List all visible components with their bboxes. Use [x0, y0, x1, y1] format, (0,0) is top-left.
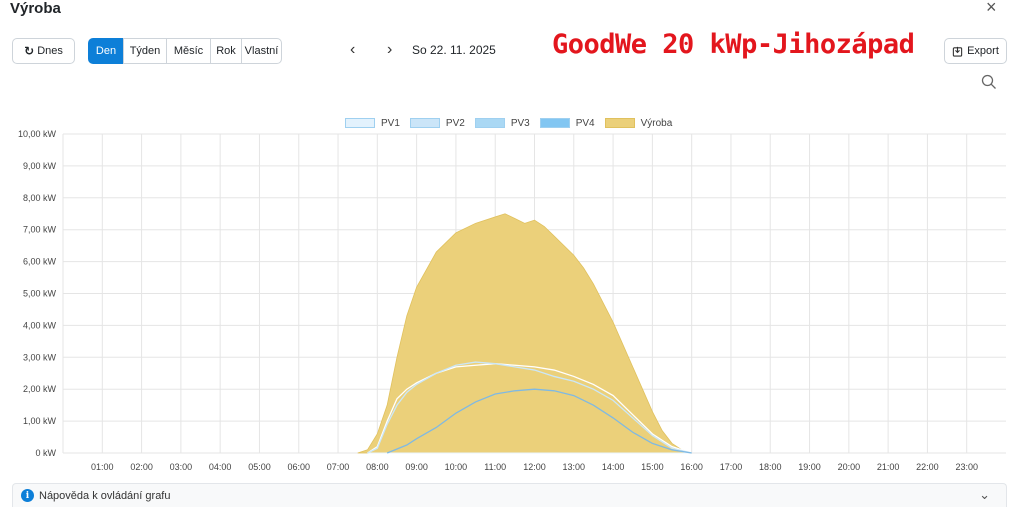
y-tick-label: 10,00 kW: [18, 129, 57, 139]
prev-day-icon[interactable]: ‹: [350, 41, 356, 58]
production-chart: 0 kW 1,00 kW 2,00 kW 3,00 kW 4,00 kW 5,00 kW 6…: [18, 129, 1006, 472]
y-tick-label: 2,00 kW: [23, 384, 57, 394]
x-tick-label: 14:00: [602, 462, 625, 472]
legend-item[interactable]: PV2: [409, 116, 465, 130]
x-tick-label: 16:00: [680, 462, 703, 472]
legend-item[interactable]: PV3: [474, 116, 530, 130]
series-pv4-line: [386, 388, 692, 454]
x-tick-label: 13:00: [563, 462, 586, 472]
x-tick-label: 10:00: [445, 462, 468, 472]
legend-swatch: [539, 118, 570, 128]
period-rok[interactable]: Rok: [210, 38, 242, 64]
next-day-icon[interactable]: ›: [387, 41, 393, 58]
x-tick-label: 04:00: [209, 462, 232, 472]
period-měsíc[interactable]: Měsíc: [166, 38, 211, 64]
search-icon[interactable]: [981, 74, 997, 90]
today-button[interactable]: ↻ Dnes: [12, 38, 75, 64]
y-tick-label: 4,00 kW: [23, 320, 57, 330]
help-label: Nápověda k ovládání grafu: [39, 489, 171, 502]
export-button[interactable]: Export: [944, 38, 1007, 64]
x-tick-label: 19:00: [798, 462, 821, 472]
x-tick-label: 09:00: [405, 462, 428, 472]
x-tick-label: 18:00: [759, 462, 782, 472]
legend-label: PV3: [510, 117, 530, 129]
y-tick-label: 7,00 kW: [23, 225, 57, 235]
period-týden[interactable]: Týden: [123, 38, 167, 64]
x-tick-label: 06:00: [287, 462, 310, 472]
y-tick-label: 0 kW: [35, 448, 56, 458]
info-icon: i: [21, 489, 34, 502]
overlay-title: GoodWe 20 kWp-Jihozápad: [552, 29, 915, 60]
export-label: Export: [967, 45, 999, 57]
legend-label: PV4: [575, 117, 595, 129]
series-vyroba-area: [357, 213, 692, 454]
series-pv2-line: [367, 363, 692, 454]
chevron-down-icon: ⌄: [979, 487, 990, 502]
legend-swatch: [604, 118, 635, 128]
legend-item[interactable]: PV1: [345, 116, 400, 130]
legend-label: PV1: [381, 117, 400, 129]
legend-item[interactable]: PV4: [539, 116, 595, 130]
period-vlastní[interactable]: Vlastní: [241, 38, 282, 64]
x-tick-label: 01:00: [91, 462, 114, 472]
period-den[interactable]: Den: [88, 38, 124, 64]
x-tick-label: 21:00: [877, 462, 900, 472]
x-tick-label: 11:00: [484, 462, 506, 472]
refresh-icon: ↻: [24, 44, 35, 58]
y-tick-label: 1,00 kW: [23, 416, 57, 426]
x-tick-label: 23:00: [955, 462, 978, 472]
legend-label: PV2: [445, 117, 465, 129]
page-title: Výroba: [10, 0, 61, 17]
y-tick-label: 5,00 kW: [23, 289, 57, 299]
x-tick-label: 15:00: [641, 462, 664, 472]
x-tick-label: 12:00: [523, 462, 546, 472]
x-tick-label: 05:00: [248, 462, 271, 472]
x-tick-label: 08:00: [366, 462, 389, 472]
legend-swatch: [474, 118, 505, 128]
chart-help-bar[interactable]: i Nápověda k ovládání grafu ⌄: [12, 483, 1007, 507]
x-tick-label: 07:00: [327, 462, 350, 472]
x-tick-label: 03:00: [170, 462, 193, 472]
current-date[interactable]: So 22. 11. 2025: [412, 43, 496, 57]
close-icon[interactable]: ×: [986, 0, 997, 17]
series-pv3-line: [367, 361, 692, 454]
legend-label: Výroba: [640, 117, 673, 129]
today-label: Dnes: [37, 45, 63, 57]
x-tick-label: 22:00: [916, 462, 939, 472]
legend-swatch: [345, 118, 375, 128]
y-tick-label: 3,00 kW: [23, 352, 57, 362]
x-tick-label: 20:00: [838, 462, 861, 472]
y-tick-label: 8,00 kW: [23, 193, 57, 203]
y-tick-label: 9,00 kW: [23, 161, 57, 171]
legend-item[interactable]: Výroba: [604, 116, 673, 130]
y-tick-label: 6,00 kW: [23, 257, 57, 267]
period-selector: Den Týden Měsíc Rok Vlastní: [88, 38, 282, 64]
x-tick-label: 02:00: [130, 462, 153, 472]
legend-swatch: [409, 118, 440, 128]
export-icon: [952, 46, 963, 57]
chart-legend: PV1 PV2 PV3 PV4 Výroba: [345, 116, 672, 130]
x-tick-label: 17:00: [720, 462, 743, 472]
